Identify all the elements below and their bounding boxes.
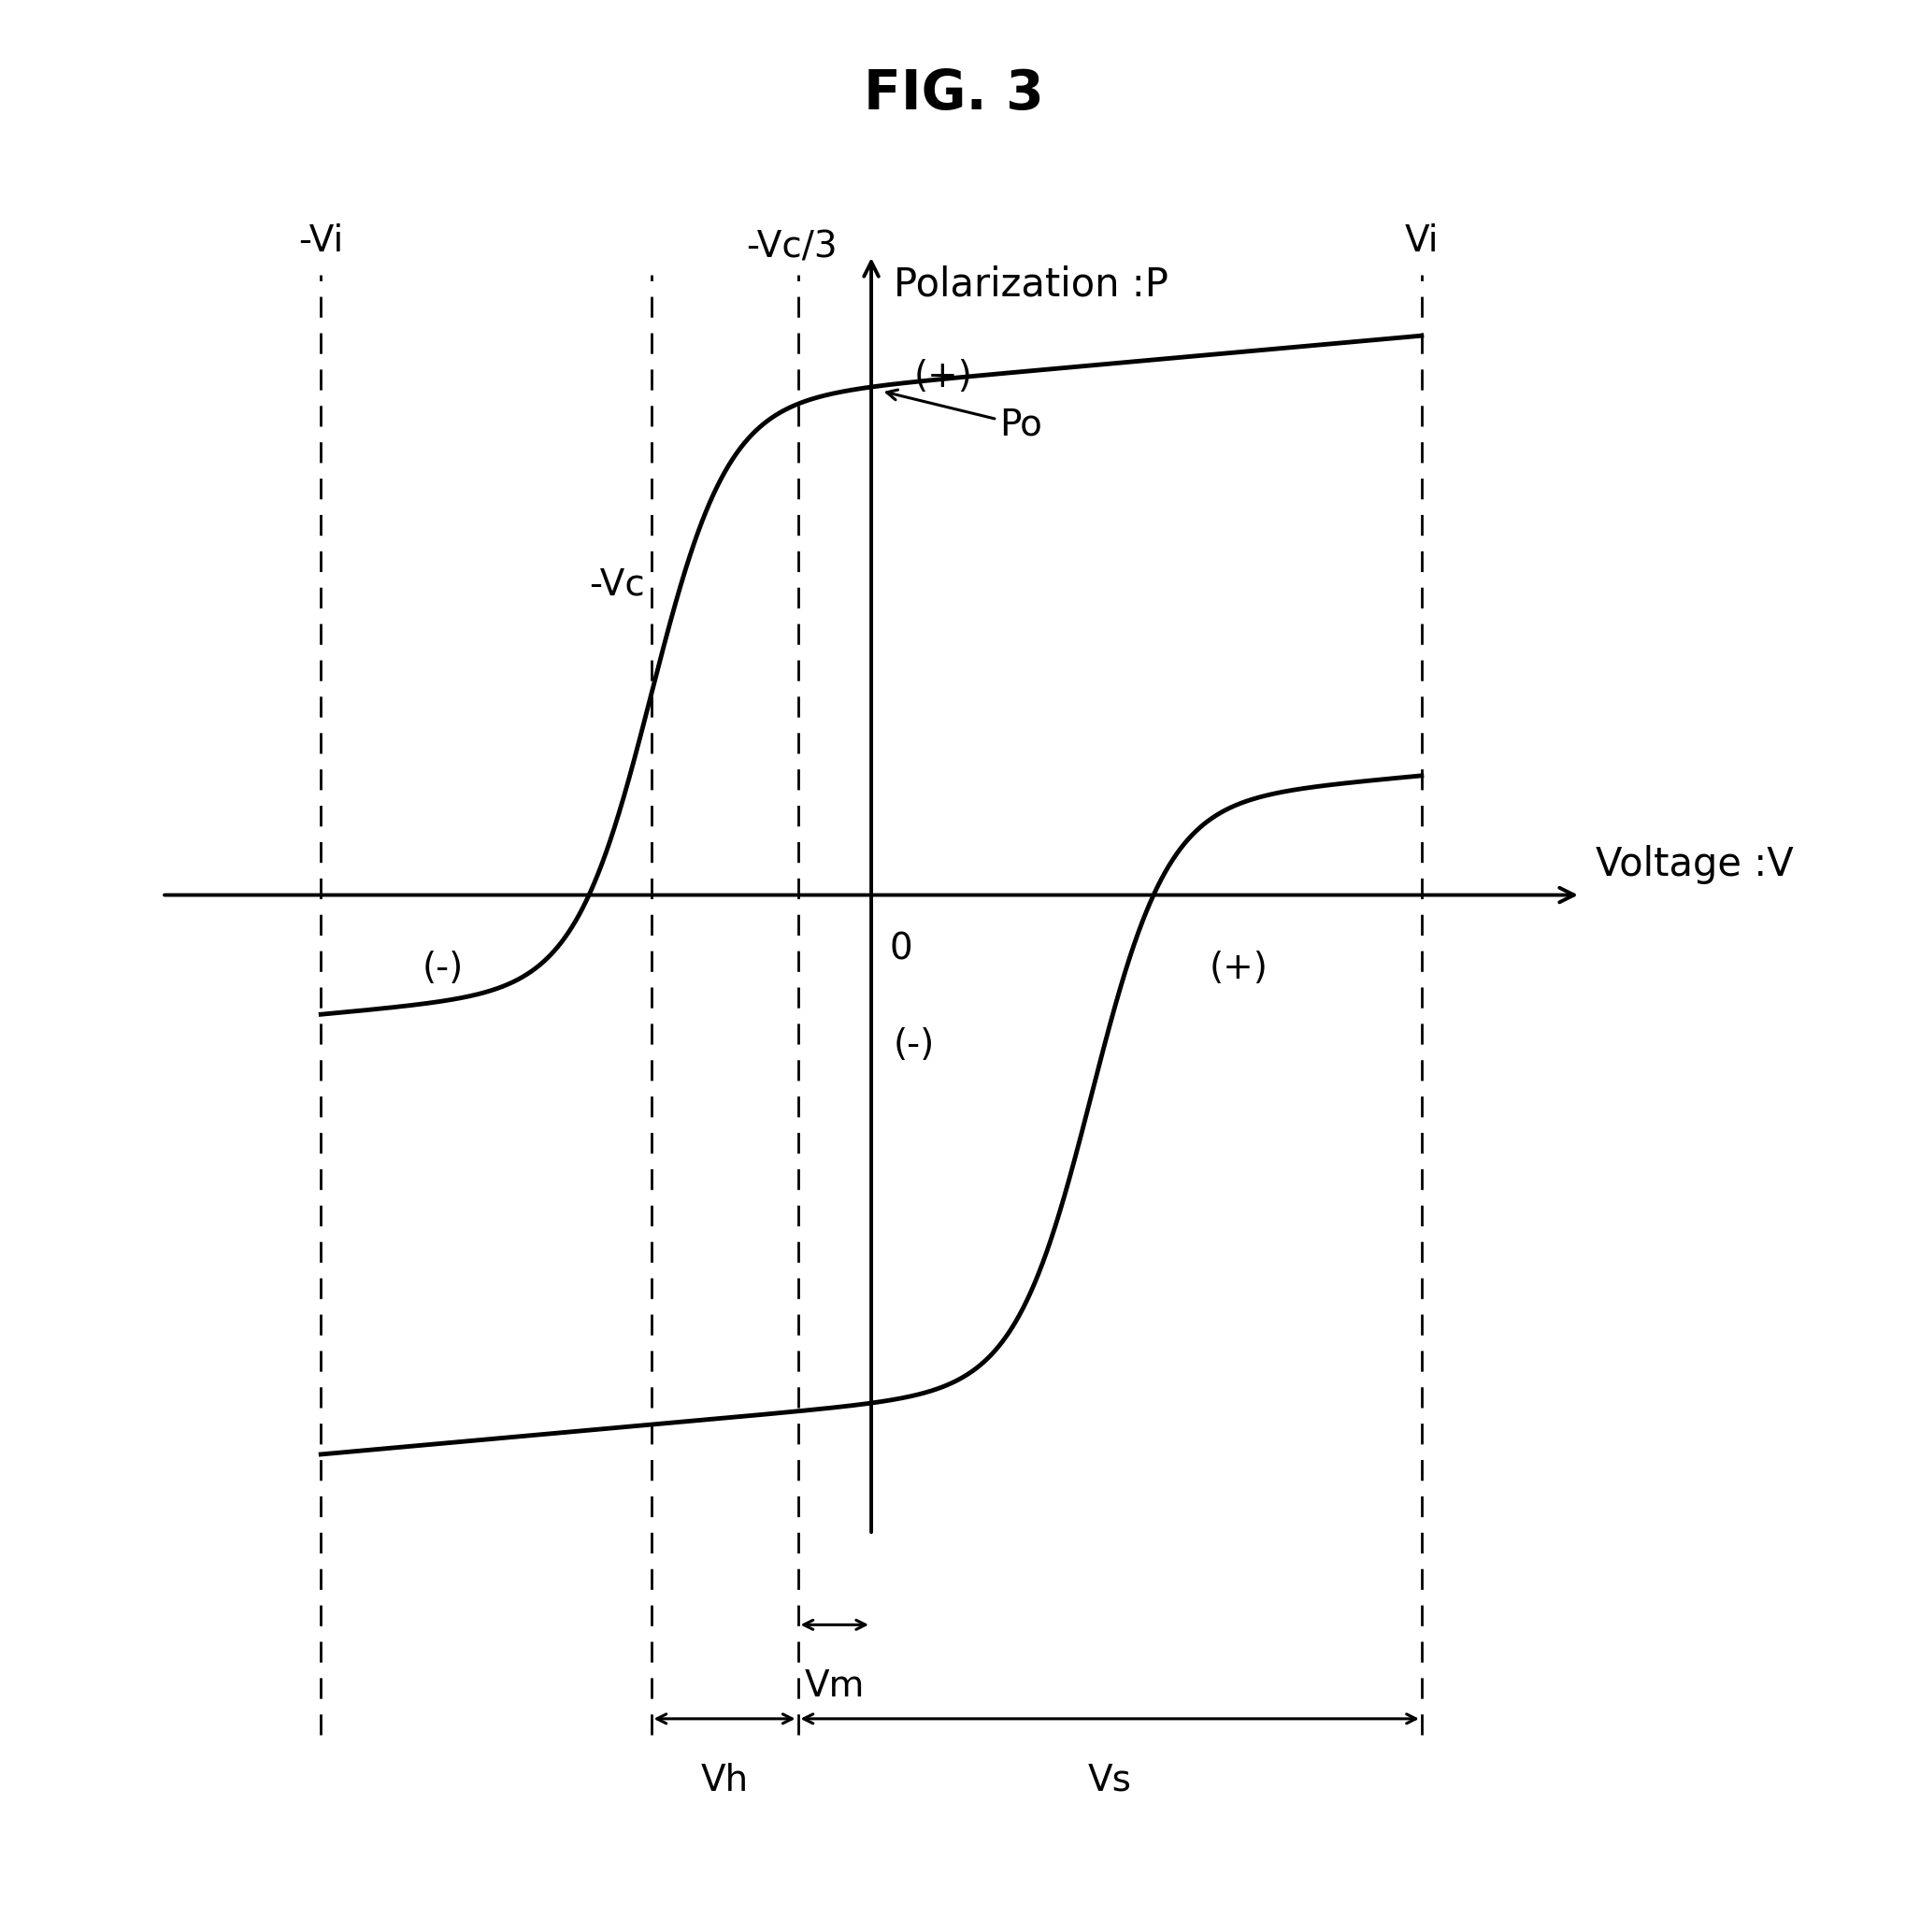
Text: FIG. 3: FIG. 3 <box>863 68 1043 122</box>
Text: (-): (-) <box>892 1028 934 1063</box>
Text: Vs: Vs <box>1086 1762 1130 1799</box>
Text: Voltage :V: Voltage :V <box>1595 846 1792 885</box>
Text: Polarization :P: Polarization :P <box>892 265 1166 305</box>
Text: -Vc/3: -Vc/3 <box>745 230 837 265</box>
Text: Vh: Vh <box>700 1762 747 1799</box>
Text: -Vi: -Vi <box>297 224 343 259</box>
Text: Vm: Vm <box>804 1669 863 1704</box>
Text: (-): (-) <box>423 951 463 987</box>
Text: (+): (+) <box>913 359 972 394</box>
Text: 0: 0 <box>890 931 913 966</box>
Text: -Vc: -Vc <box>589 568 644 603</box>
Text: Vi: Vi <box>1405 224 1437 259</box>
Text: (+): (+) <box>1208 951 1267 987</box>
Text: Po: Po <box>886 390 1043 442</box>
